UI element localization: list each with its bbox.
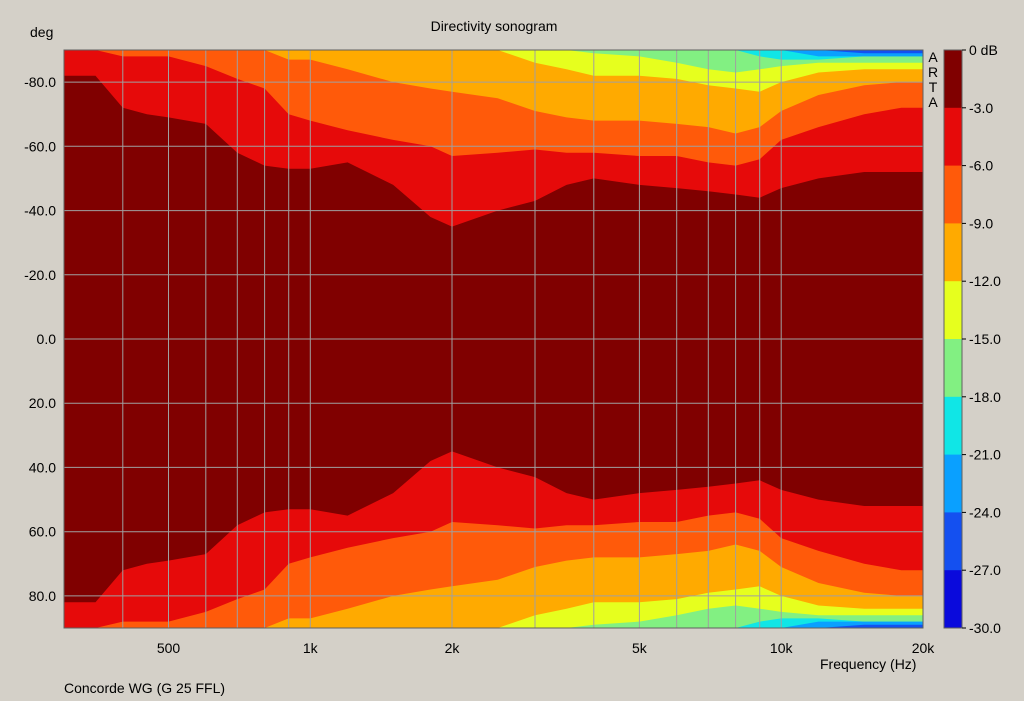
- colorbar-swatch: [944, 396, 962, 456]
- y-tick-label: 60.0: [29, 524, 56, 540]
- watermark-letter: A: [928, 94, 938, 110]
- y-tick-label: 0.0: [37, 331, 57, 347]
- y-tick-label: 40.0: [29, 459, 56, 475]
- colorbar-swatch: [944, 281, 962, 340]
- colorbar: 0 dB -3.0 -6.0 -9.0 -12.0 -15.0 -18.0 -21.0 -24.…: [943, 42, 1001, 636]
- colorbar-label: -6.0: [969, 158, 993, 174]
- footer-caption: Concorde WG (G 25 FFL): [64, 680, 226, 696]
- y-tick-label: 80.0: [29, 588, 56, 604]
- y-tick-label: 20.0: [29, 395, 56, 411]
- colorbar-label: -12.0: [969, 273, 1001, 289]
- y-tick-label: -60.0: [24, 138, 56, 154]
- colorbar-swatch: [944, 339, 962, 398]
- x-tick-label: 10k: [770, 640, 794, 656]
- y-tick-labels: -80.0 -60.0 -40.0 -20.0 0.0 20.0 40.0 60.0 80.0: [24, 74, 56, 604]
- colorbar-label: 0 dB: [969, 42, 998, 58]
- colorbar-swatch: [944, 223, 962, 282]
- colorbar-label: -9.0: [969, 215, 993, 231]
- colorbar-swatch: [944, 107, 962, 167]
- x-tick-labels: 500 1k 2k 5k 10k 20k: [157, 640, 935, 656]
- y-tick-label: -20.0: [24, 267, 56, 283]
- gridlines: [64, 50, 924, 628]
- y-tick-label: -40.0: [24, 203, 56, 219]
- x-tick-label: 20k: [912, 640, 936, 656]
- colorbar-label: -18.0: [969, 389, 1001, 405]
- colorbar-label: -24.0: [969, 504, 1001, 520]
- x-axis-label: Frequency (Hz): [820, 656, 917, 672]
- colorbar-swatch: [944, 454, 962, 513]
- x-tick-label: 1k: [303, 640, 319, 656]
- arta-watermark: A R T A: [925, 50, 941, 110]
- colorbar-label: -15.0: [969, 331, 1001, 347]
- colorbar-swatch: [944, 165, 962, 224]
- y-axis-label: deg: [30, 24, 54, 40]
- colorbar-label: -3.0: [969, 100, 993, 116]
- watermark-letter: A: [928, 49, 938, 65]
- watermark-letter: R: [927, 64, 939, 80]
- y-tick-label: -80.0: [24, 74, 56, 90]
- plot-border: [63, 49, 924, 629]
- colorbar-swatch: [944, 512, 962, 571]
- colorbar-label: -30.0: [969, 620, 1001, 636]
- colorbar-label: -27.0: [969, 562, 1001, 578]
- x-tick-label: 2k: [445, 640, 461, 656]
- watermark-letter: T: [928, 79, 938, 95]
- colorbar-swatch: [944, 570, 962, 629]
- x-tick-label: 500: [157, 640, 181, 656]
- colorbar-label: -21.0: [969, 447, 1001, 463]
- x-tick-label: 5k: [632, 640, 648, 656]
- chart-title: Directivity sonogram: [430, 18, 558, 34]
- colorbar-swatch: [944, 50, 962, 109]
